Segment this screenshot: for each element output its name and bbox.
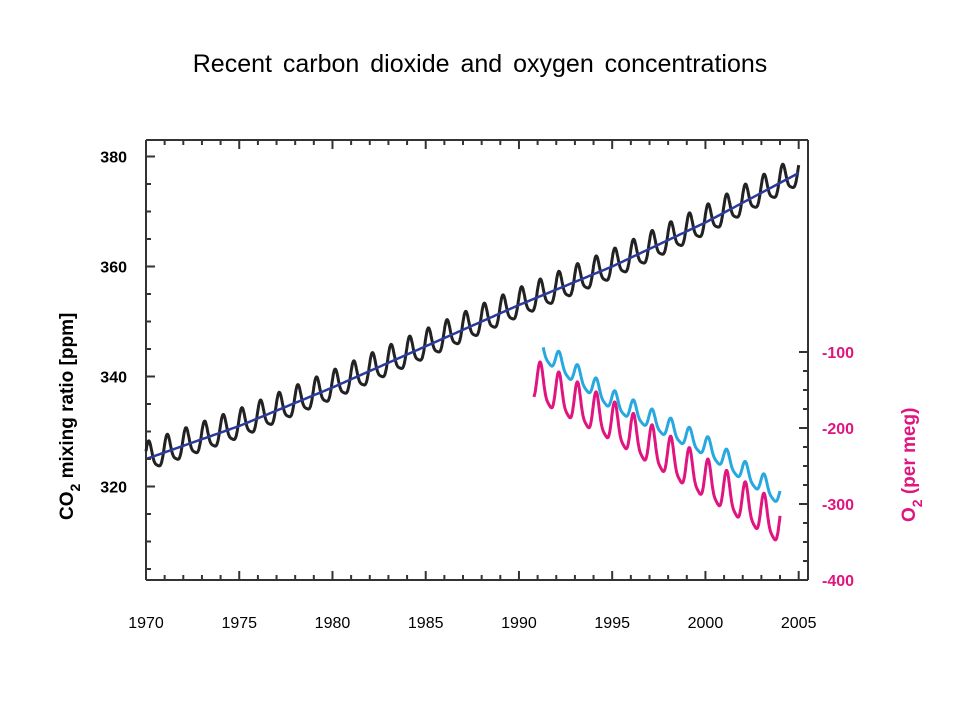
left-axis-title-main: CO [57,492,78,521]
x-tick-label: 1980 [315,615,351,632]
series-layer [144,162,801,542]
left-tick-label: 320 [100,480,127,497]
x-tick-label: 1975 [221,615,257,632]
right-axis-title-main: O [899,507,920,522]
x-tick-label: 1990 [501,615,537,632]
plot-frame [145,139,809,581]
right-axis-title-sub: 2 [909,499,925,507]
left-tick-label: 360 [100,260,127,277]
left-axis-title-rest: mixing ratio [ppm] [57,313,78,484]
axes-layer: 1970 1975 1980 1985 1990 1995 2000 2005 320 340 36… [100,140,854,632]
x-tick-label: 1985 [408,615,444,632]
series-line-2 [532,360,782,542]
x-tick-label: 1970 [128,615,164,632]
left-tick-label: 380 [100,150,127,167]
x-tick-label: 2005 [781,615,817,632]
right-tick-label: -200 [822,421,854,438]
right-axis-title-rest: (per meg) [899,408,920,500]
right-tick-label: -300 [822,497,854,514]
series-line-3 [541,347,782,503]
series-line-1 [145,171,800,461]
left-axis-title-sub: 2 [67,484,83,492]
right-axis-title: O2 (per meg) [899,408,925,522]
left-tick-label: 340 [100,370,127,387]
x-tick-label: 1995 [594,615,630,632]
x-tick-label: 2000 [688,615,724,632]
right-tick-label: -400 [822,573,854,590]
series-line-0 [144,162,801,468]
right-tick-label: -100 [822,345,854,362]
chart-title: Recent carbon dioxide and oxygen concent… [192,50,768,78]
left-axis-title: CO2 mixing ratio [ppm] [57,313,83,520]
